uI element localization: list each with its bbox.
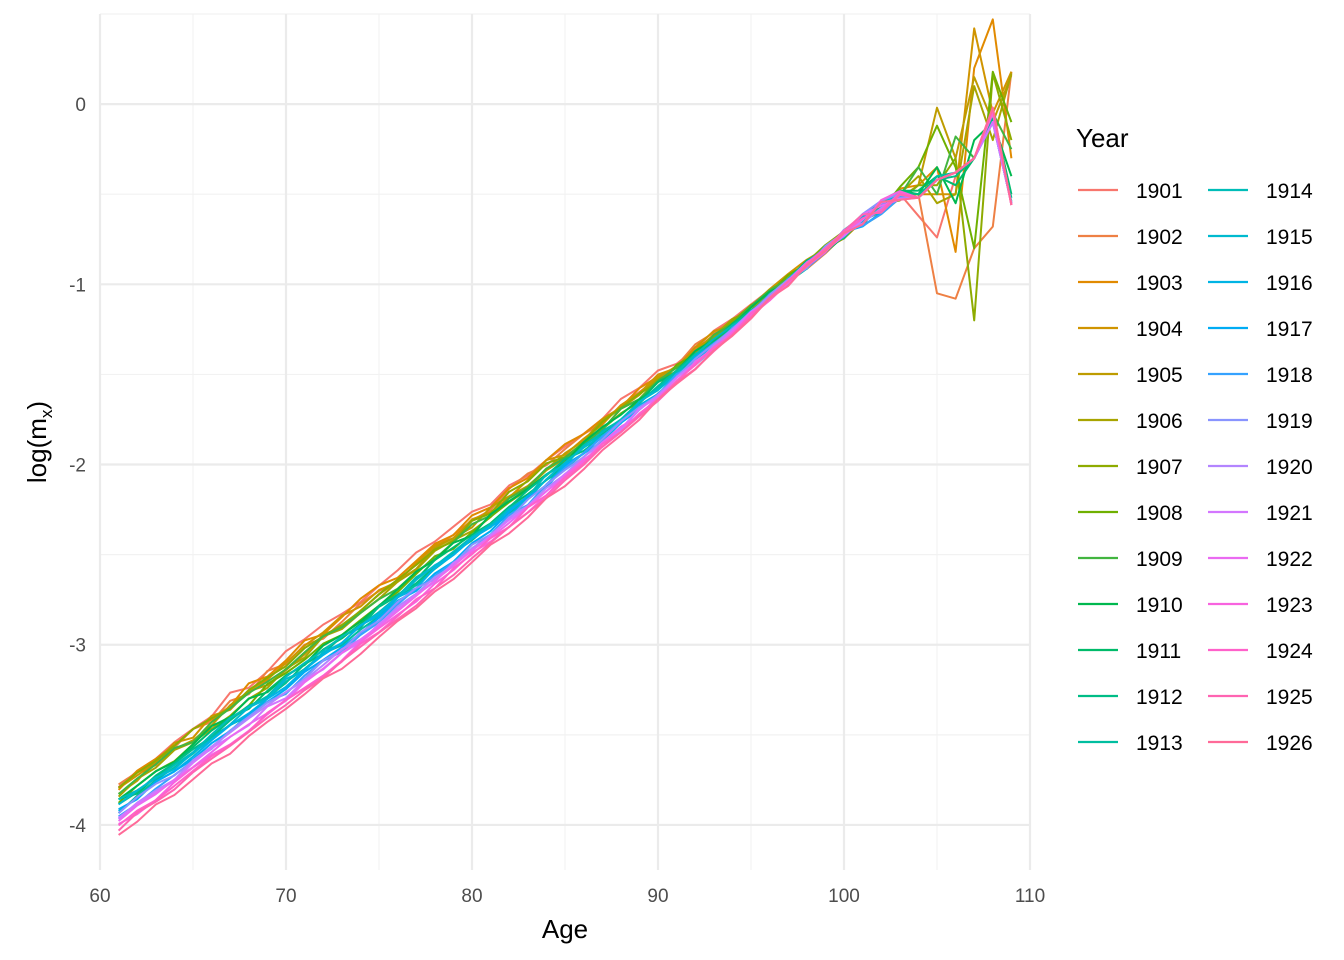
y-tick-label: -4: [69, 816, 86, 837]
x-tick-label: 110: [1015, 886, 1045, 907]
legend-label: 1923: [1266, 594, 1313, 617]
series-lines: [117, 18, 1013, 836]
legend-item-1904: 1904: [1078, 318, 1183, 341]
y-axis-title: log(mx): [22, 401, 56, 483]
legend-item-1913: 1913: [1078, 732, 1183, 755]
legend-label: 1916: [1266, 272, 1313, 295]
legend-item-1902: 1902: [1078, 226, 1183, 249]
y-axis-title-subscript: x: [37, 409, 56, 418]
legend-item-1921: 1921: [1208, 502, 1313, 525]
legend-label: 1906: [1136, 410, 1183, 433]
y-tick-label: -1: [69, 275, 86, 296]
legend-item-1901: 1901: [1078, 180, 1183, 203]
legend-item-1925: 1925: [1208, 686, 1313, 709]
legend-label: 1908: [1136, 502, 1183, 525]
y-tick-label: -3: [69, 636, 86, 657]
x-tick-label: 70: [275, 886, 296, 907]
legend-label: 1914: [1266, 180, 1313, 203]
legend-item-1924: 1924: [1208, 640, 1313, 663]
legend-item-1926: 1926: [1208, 732, 1313, 755]
legend-item-1920: 1920: [1208, 456, 1313, 479]
legend-label: 1922: [1266, 548, 1313, 571]
legend-label: 1918: [1266, 364, 1313, 387]
y-axis-title-close: ): [22, 401, 52, 410]
y-axis-ticks: 0 -1 -2 -3 -4: [69, 95, 86, 837]
legend-label: 1910: [1136, 594, 1183, 617]
series-line-1921: [117, 121, 1013, 819]
legend-label: 1919: [1266, 410, 1313, 433]
legend-label: 1921: [1266, 502, 1313, 525]
legend-label: 1917: [1266, 318, 1313, 341]
y-axis-title-main: log(m: [22, 418, 52, 483]
legend-label: 1920: [1266, 456, 1313, 479]
legend-label: 1926: [1266, 732, 1313, 755]
x-tick-label: 60: [89, 886, 110, 907]
legend-item-1910: 1910: [1078, 594, 1183, 617]
grid-minor: [100, 13, 1030, 870]
legend-title: Year: [1076, 123, 1129, 153]
x-axis-ticks: 60 70 80 90 100 110: [89, 886, 1045, 907]
legend-label: 1913: [1136, 732, 1183, 755]
legend-item-1911: 1911: [1078, 640, 1181, 663]
series-line-1926: [118, 106, 1013, 836]
x-axis-title: Age: [542, 914, 588, 944]
legend: Year 19011902190319041905190619071908190…: [1076, 123, 1313, 755]
legend-label: 1915: [1266, 226, 1313, 249]
legend-label: 1901: [1136, 180, 1183, 203]
y-tick-label: 0: [75, 95, 86, 116]
series-line-1925: [117, 106, 1013, 832]
legend-item-1906: 1906: [1078, 410, 1183, 433]
legend-label: 1902: [1136, 226, 1183, 249]
legend-item-1912: 1912: [1078, 686, 1183, 709]
legend-label: 1912: [1136, 686, 1183, 709]
legend-item-1903: 1903: [1078, 272, 1183, 295]
legend-item-1916: 1916: [1208, 272, 1313, 295]
legend-item-1917: 1917: [1208, 318, 1313, 341]
legend-label: 1924: [1266, 640, 1313, 663]
legend-item-1909: 1909: [1078, 548, 1183, 571]
legend-item-1914: 1914: [1208, 180, 1313, 203]
legend-label: 1903: [1136, 272, 1183, 295]
x-tick-label: 100: [828, 886, 860, 907]
legend-label: 1925: [1266, 686, 1313, 709]
legend-label: 1911: [1136, 640, 1181, 663]
legend-items: 1901 1902 1903 1904 1905 1906 1907 1908 1909 1910…: [1078, 180, 1313, 755]
legend-label: 1909: [1136, 548, 1183, 571]
legend-item-1908: 1908: [1078, 502, 1183, 525]
legend-item-1922: 1922: [1208, 548, 1313, 571]
legend-item-1905: 1905: [1078, 364, 1183, 387]
legend-item-1923: 1923: [1208, 594, 1313, 617]
series-line-1924: [117, 108, 1013, 827]
legend-item-1919: 1919: [1208, 410, 1313, 433]
y-tick-label: -2: [69, 456, 86, 477]
x-tick-label: 80: [461, 886, 482, 907]
legend-label: 1907: [1136, 456, 1183, 479]
legend-item-1915: 1915: [1208, 226, 1313, 249]
x-tick-label: 90: [647, 886, 668, 907]
legend-label: 1905: [1136, 364, 1183, 387]
legend-item-1918: 1918: [1208, 364, 1313, 387]
legend-label: 1904: [1136, 318, 1183, 341]
grid-major: [98, 14, 1032, 870]
legend-item-1907: 1907: [1078, 456, 1183, 479]
